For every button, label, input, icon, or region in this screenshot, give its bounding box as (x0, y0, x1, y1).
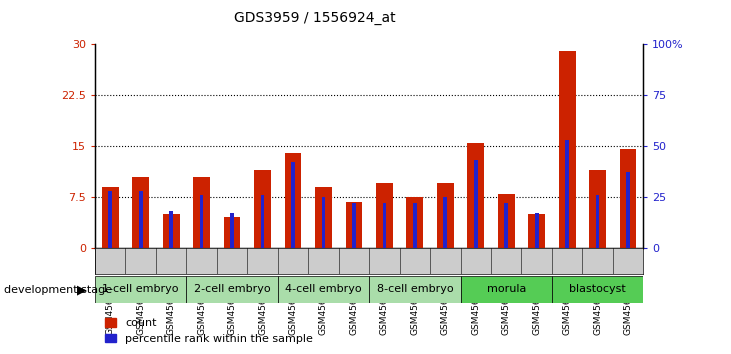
Bar (382, 203, 386, 248)
Bar (626, 172, 630, 248)
Text: 2-cell embryo: 2-cell embryo (194, 284, 270, 295)
Bar (186, 276, 278, 303)
Bar (444, 197, 447, 248)
Text: blastocyst: blastocyst (569, 284, 626, 295)
Bar (474, 160, 477, 248)
Legend: count, percentile rank within the sample: count, percentile rank within the sample (101, 314, 317, 348)
Bar (322, 197, 325, 248)
Bar (163, 214, 180, 248)
Bar (261, 195, 265, 248)
Bar (437, 183, 454, 248)
Text: 4-cell embryo: 4-cell embryo (285, 284, 362, 295)
Bar (413, 203, 417, 248)
Bar (284, 153, 301, 248)
Bar (406, 197, 423, 248)
Text: ▶: ▶ (77, 283, 86, 296)
Bar (254, 170, 271, 248)
Bar (278, 276, 369, 303)
Bar (461, 276, 552, 303)
Bar (498, 194, 515, 248)
Bar (315, 187, 332, 248)
Bar (170, 211, 173, 248)
Bar (620, 149, 637, 248)
Bar (132, 177, 149, 248)
Text: morula: morula (487, 284, 526, 295)
Bar (102, 187, 118, 248)
Bar (108, 191, 112, 248)
Bar (224, 217, 240, 248)
Bar (467, 143, 484, 248)
Bar (565, 140, 569, 248)
Bar (376, 183, 393, 248)
Bar (230, 213, 234, 248)
Bar (504, 203, 508, 248)
Bar (200, 195, 203, 248)
Bar (535, 213, 539, 248)
Bar (193, 177, 210, 248)
Text: development stage: development stage (4, 285, 112, 295)
Bar (346, 202, 363, 248)
Text: 8-cell embryo: 8-cell embryo (376, 284, 453, 295)
Text: GDS3959 / 1556924_at: GDS3959 / 1556924_at (234, 11, 395, 25)
Bar (139, 191, 143, 248)
Bar (589, 170, 606, 248)
Bar (596, 195, 599, 248)
Bar (552, 276, 643, 303)
Bar (352, 203, 356, 248)
Bar (558, 51, 575, 248)
Bar (291, 162, 295, 248)
Bar (529, 214, 545, 248)
Bar (369, 276, 461, 303)
Text: 1-cell embryo: 1-cell embryo (102, 284, 179, 295)
Bar (95, 276, 186, 303)
